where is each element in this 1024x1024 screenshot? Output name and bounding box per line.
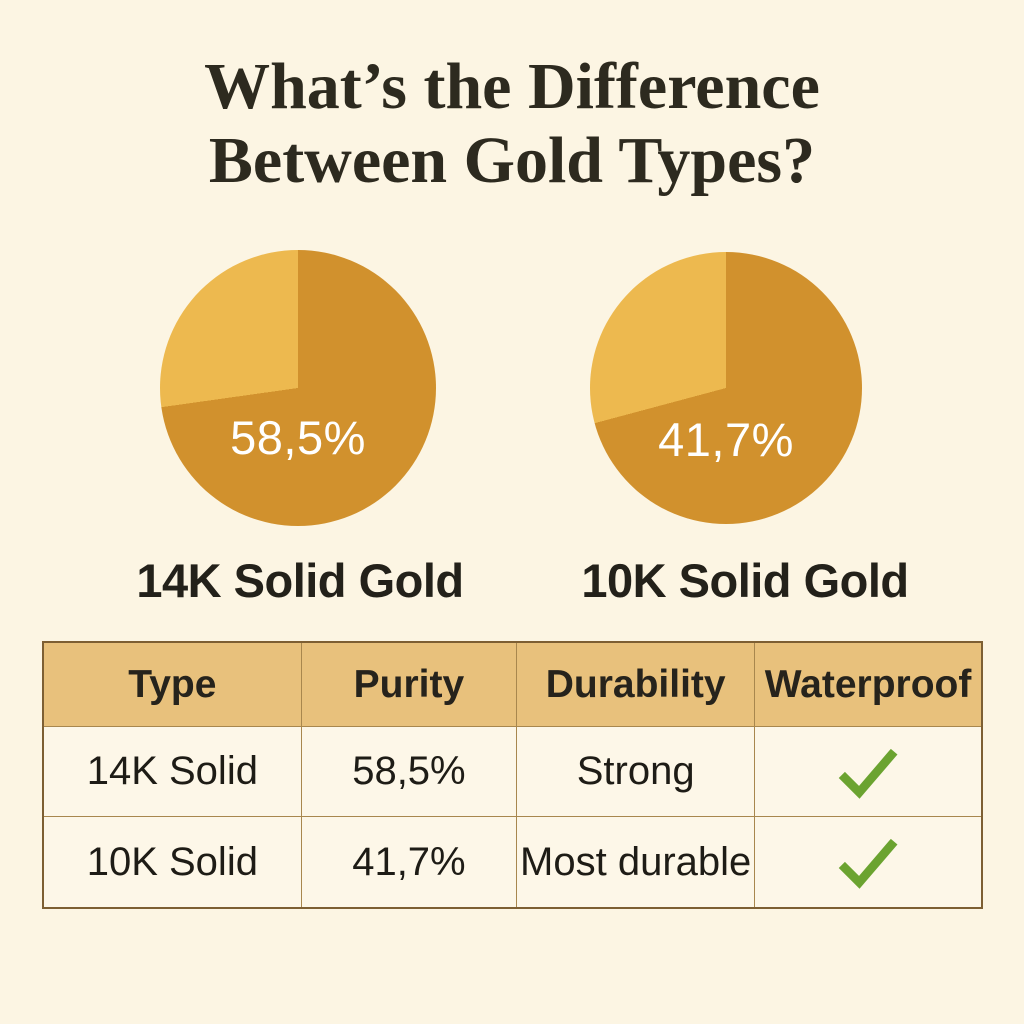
- page-title: What’s the Difference Between Gold Types…: [0, 50, 1024, 198]
- pie-chart-14k: 58,5%: [160, 250, 436, 526]
- pie-title-10k: 10K Solid Gold: [581, 554, 909, 607]
- checkmark-icon: [837, 835, 899, 889]
- comparison-table: Type Purity Durability Waterproof 14K So…: [42, 641, 983, 909]
- column-header-durability: Durability: [517, 643, 756, 727]
- title-line-1: What’s the Difference: [204, 50, 820, 123]
- table-cell-row1-waterproof: [755, 727, 981, 817]
- column-header-type: Type: [44, 643, 302, 727]
- table-cell-row2-type: 10K Solid: [44, 817, 302, 907]
- table-cell-row1-durability: Strong: [517, 727, 756, 817]
- table-cell-row2-purity: 41,7%: [302, 817, 518, 907]
- table-cell-row1-type: 14K Solid: [44, 727, 302, 817]
- title-line-2: Between Gold Types?: [208, 123, 816, 197]
- pie-title-14k: 14K Solid Gold: [136, 554, 464, 607]
- pie-chart-10k: 41,7%: [590, 252, 862, 524]
- checkmark-icon: [837, 745, 899, 799]
- table-cell-row2-durability: Most durable: [517, 817, 756, 907]
- table-cell-row2-waterproof: [755, 817, 981, 907]
- pie-value-label-10k: 41,7%: [658, 413, 794, 466]
- column-header-waterproof: Waterproof: [755, 643, 981, 727]
- table-cell-row1-purity: 58,5%: [301, 727, 518, 817]
- column-header-purity: Purity: [301, 643, 518, 727]
- pie-value-label-14k: 58,5%: [230, 411, 366, 464]
